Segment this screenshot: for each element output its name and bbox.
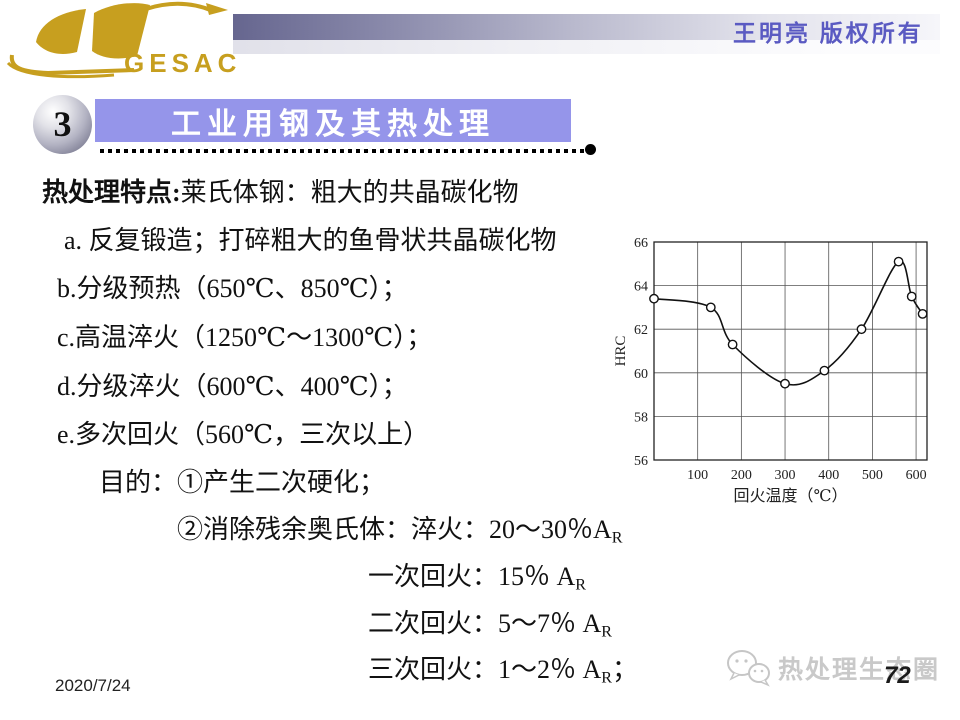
body-line-heading: 热处理特点:莱氏体钢：粗大的共晶碳化物: [42, 172, 519, 209]
body-line-a: a. 反复锻造；打碎粗大的鱼骨状共晶碳化物: [64, 226, 557, 255]
body-line-ar-temper2: 二次回火：5～7％ AR: [368, 603, 612, 642]
body-line-ar-temper1: 一次回火：15％ AR: [368, 556, 586, 595]
body-line-ar-quench: ②消除残余奥氏体：淬火：20～30％AR: [177, 509, 623, 548]
svg-text:200: 200: [731, 468, 752, 483]
gesac-logo: GESAC: [6, 0, 236, 82]
svg-text:500: 500: [862, 468, 883, 483]
heading-rest: 莱氏体钢：粗大的共晶碳化物: [180, 178, 519, 207]
ar-subscript: R: [601, 623, 613, 641]
ar-tail: ；: [612, 655, 639, 684]
ar-subscript: R: [575, 576, 587, 594]
svg-text:HRC: HRC: [613, 336, 629, 367]
page-title: 工业用钢及其热处理: [171, 107, 495, 141]
svg-text:66: 66: [634, 236, 648, 251]
ar-lead: 一次回火：15％: [368, 562, 557, 591]
title-bar: 工业用钢及其热处理: [95, 99, 571, 142]
svg-text:回火温度（℃）: 回火温度（℃）: [734, 487, 848, 505]
watermark-text: 热处理生态圈: [778, 656, 941, 684]
slide-date: 2020/7/24: [55, 676, 131, 695]
svg-text:100: 100: [687, 468, 708, 483]
body-line-e: e.多次回火（560℃，三次以上）: [57, 420, 430, 449]
header-gradient-bar: [233, 14, 940, 40]
watermark: 热处理生态圈: [726, 648, 940, 688]
svg-text:62: 62: [634, 323, 648, 338]
ar-lead: ②消除残余奥氏体：淬火：20～30％: [177, 515, 594, 544]
logo-text: GESAC: [124, 48, 236, 78]
copyright-text: 王明亮 版权所有: [733, 21, 924, 46]
ar-symbol: A: [582, 609, 602, 638]
wechat-icon: [727, 650, 770, 687]
svg-text:64: 64: [634, 280, 648, 295]
svg-text:60: 60: [634, 367, 648, 382]
divider-end-dot: [585, 144, 596, 155]
svg-text:300: 300: [775, 468, 796, 483]
dotted-divider: [100, 149, 584, 153]
ar-symbol: A: [556, 562, 576, 591]
section-number-ball: 3: [33, 95, 92, 154]
body-line-ar-temper3: 三次回火：1～2％ AR；: [368, 649, 638, 688]
svg-text:600: 600: [906, 468, 927, 483]
heading-bold: 热处理特点:: [42, 178, 181, 207]
ar-subscript: R: [601, 669, 613, 687]
ar-subscript: R: [611, 529, 623, 547]
chart-canvas: 100 200 300 400 500 600 56 58 60 62 64 66 回火温度（℃） HRC: [613, 236, 928, 505]
body-line-c: c.高温淬火（1250℃～1300℃）；: [57, 323, 433, 352]
svg-text:58: 58: [634, 410, 648, 425]
section-number: 3: [53, 103, 72, 144]
body-line-purpose: 目的：①产生二次硬化；: [99, 468, 386, 497]
header-gradient-shadow: [233, 40, 940, 54]
ar-lead: 三次回火：1～2％: [368, 655, 583, 684]
page-number: 72: [884, 662, 911, 689]
tempering-hardness-chart: 100 200 300 400 500 600 56 58 60 62 64 66 回火温度（℃） HRC: [612, 218, 947, 506]
ship-icon: GESAC: [6, 1, 236, 79]
body-line-b: b.分级预热（650℃、850℃）；: [57, 274, 408, 303]
svg-text:400: 400: [818, 468, 839, 483]
ar-symbol: A: [593, 515, 612, 544]
ar-lead: 二次回火：5～7％: [368, 609, 583, 638]
ar-symbol: A: [582, 655, 602, 684]
body-line-d: d.分级淬火（600℃、400℃）；: [57, 372, 408, 401]
svg-text:56: 56: [634, 454, 648, 469]
